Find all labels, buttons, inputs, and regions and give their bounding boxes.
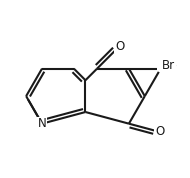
- Text: Br: Br: [162, 59, 175, 72]
- Text: O: O: [155, 125, 164, 138]
- Text: N: N: [38, 117, 46, 130]
- Text: Br: Br: [164, 62, 177, 75]
- Text: O: O: [115, 40, 124, 53]
